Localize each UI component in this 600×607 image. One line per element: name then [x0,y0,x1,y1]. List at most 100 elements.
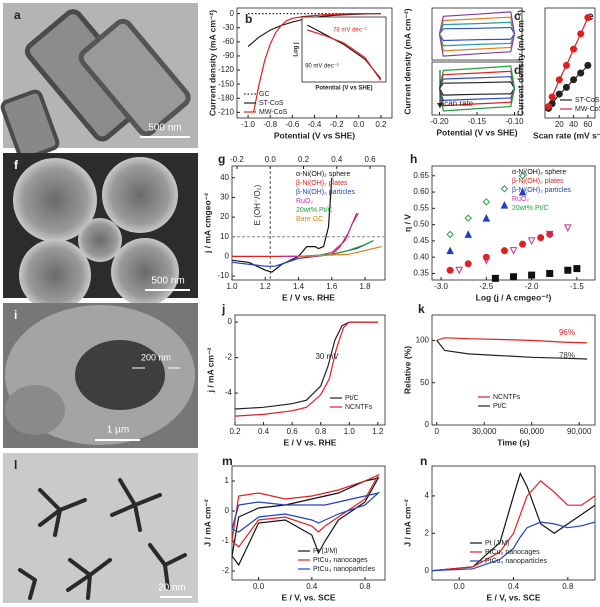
panel-letter: f [14,158,19,172]
x-tick-label: -2.5 [479,282,493,291]
chart: 78 mV dec⁻¹ 90 mV dec⁻¹ Potential (V vs SH… [294,16,387,92]
y-tick-label: 1 [225,476,230,485]
series-line [438,65,516,112]
panel-letter: m [222,454,233,468]
annotation: 90 mV dec⁻¹ [305,64,339,70]
y-tick-label: 0 [230,9,235,18]
chart: 0 30,000 60,000 90,000 0 50 100 NCNTFs Pt/C 96% 78… [402,302,596,447]
x-tick-label: 0.8 [562,582,574,591]
series-line [438,81,516,96]
x-tick-label: 1.0 [344,427,356,436]
panel-letter: b [245,12,252,26]
y-tick-label: -180 [218,93,235,102]
x-axis-label: Log (j / A cmgeo⁻²) [476,292,552,302]
legend-label: 20wt% Pt/C [296,207,333,214]
plot-frame [231,465,386,581]
y-tick-label: -30 [222,23,234,32]
series-line [436,340,588,360]
series-line [298,246,382,257]
series-line [231,491,381,533]
y-tick-label: 10 [220,232,229,241]
x-axis-label: Potential (V vs SHE) [274,130,355,140]
annotation: E (OH⁻/O₂) [253,184,262,225]
point [564,266,572,274]
legend-label: ST-CoS [575,97,600,104]
y-tick-label: 0 [225,506,230,515]
y-tick-label: 0.45 [413,236,429,245]
y-tick-label: 40 [220,173,229,182]
legend-label: β-Ni(OH)₂ plates [512,178,564,185]
point [500,247,508,255]
legend-label: RuO₂ [512,196,529,203]
x-tick-label: 1.0 [226,282,238,291]
legend-label: MW-CoS [259,109,288,116]
x-tick-label: 0.4 [508,582,520,591]
y-tick-label: 4 [425,491,430,500]
point [546,269,554,277]
point [537,234,545,242]
x-tick-label: 1.4 [293,282,305,291]
panel-letter: n [420,454,427,468]
series-line [231,240,374,267]
x-tick-label: 0.2 [229,427,241,436]
point [482,198,491,206]
point [570,45,578,53]
chart: 1.0 1.2 1.4 1.6 1.8 -0.2 0.0 0.2 0.4 0.6 -10 0 10 20 3… [202,152,386,302]
legend-label: 20wt% Pt/C [512,205,549,212]
series-line [438,26,516,42]
series-line [231,177,333,273]
annotation: 78 mV dec⁻¹ [333,28,367,34]
legend-label: Pt (J/M) [313,548,338,555]
point [455,266,463,275]
x-tick-label: 0.0 [353,120,365,129]
y-axis-label: j / mA cm⁻² [205,347,215,393]
point [509,247,518,255]
x-tick-label: 20 [555,120,564,129]
legend-label: α-Ni(OH)₂ sphere [512,169,566,176]
point [528,271,536,279]
plot-frame [544,7,596,119]
y-tick-label: 0.50 [413,220,429,229]
y-tick-label: 0.55 [413,203,429,212]
series-line [231,473,380,548]
x2-tick-label: 0.4 [331,155,343,164]
plot-frame [234,314,386,426]
y-axis-label: Current density (mA cm⁻²) [515,10,525,116]
x-tick-label: 0 [435,427,440,436]
micrograph-a: a 500 nm [0,3,198,161]
y-tick-label: 0 [228,317,233,326]
series-line [232,212,358,257]
point [519,240,527,248]
panel-letter: j [221,302,225,316]
x2-tick-label: 0.0 [265,155,277,164]
y-axis-label: η / V [402,214,412,232]
x-tick-label: 1.2 [260,282,272,291]
x-tick-label: 0.0 [454,582,466,591]
x-tick-label: 60 [583,120,592,129]
y-tick-label: 20 [220,212,229,221]
plot-frame [301,16,387,83]
plot-frame [431,314,596,426]
micrograph-l: l 20 nm [3,453,198,603]
point [518,172,527,180]
chart: Current density (mA cm⁻²) c [402,7,523,115]
point [548,93,556,101]
x-axis-label: Potential (V vs SHE) [315,86,372,92]
point [482,256,491,265]
legend-label: MW-CoS [575,106,600,113]
x-axis-label: E / V, vs. SCE [281,592,335,602]
panel-letter: g [218,152,225,166]
x-axis-label: E / V vs. RHE [282,292,335,302]
x-tick-label: 40 [569,120,578,129]
point [570,76,578,84]
point [577,69,585,77]
y-axis-label: J / mA cm⁻² [202,499,212,546]
series-line [307,29,382,81]
y-axis-label: Current density (mA cm⁻²) [207,10,217,116]
point [482,213,491,222]
x-tick-label: 0.4 [258,427,270,436]
x-tick-label: -0.2 [330,120,344,129]
y-tick-label: -2 [222,566,230,575]
x-tick-label: -0.20 [430,117,449,126]
plot-frame [231,165,386,281]
